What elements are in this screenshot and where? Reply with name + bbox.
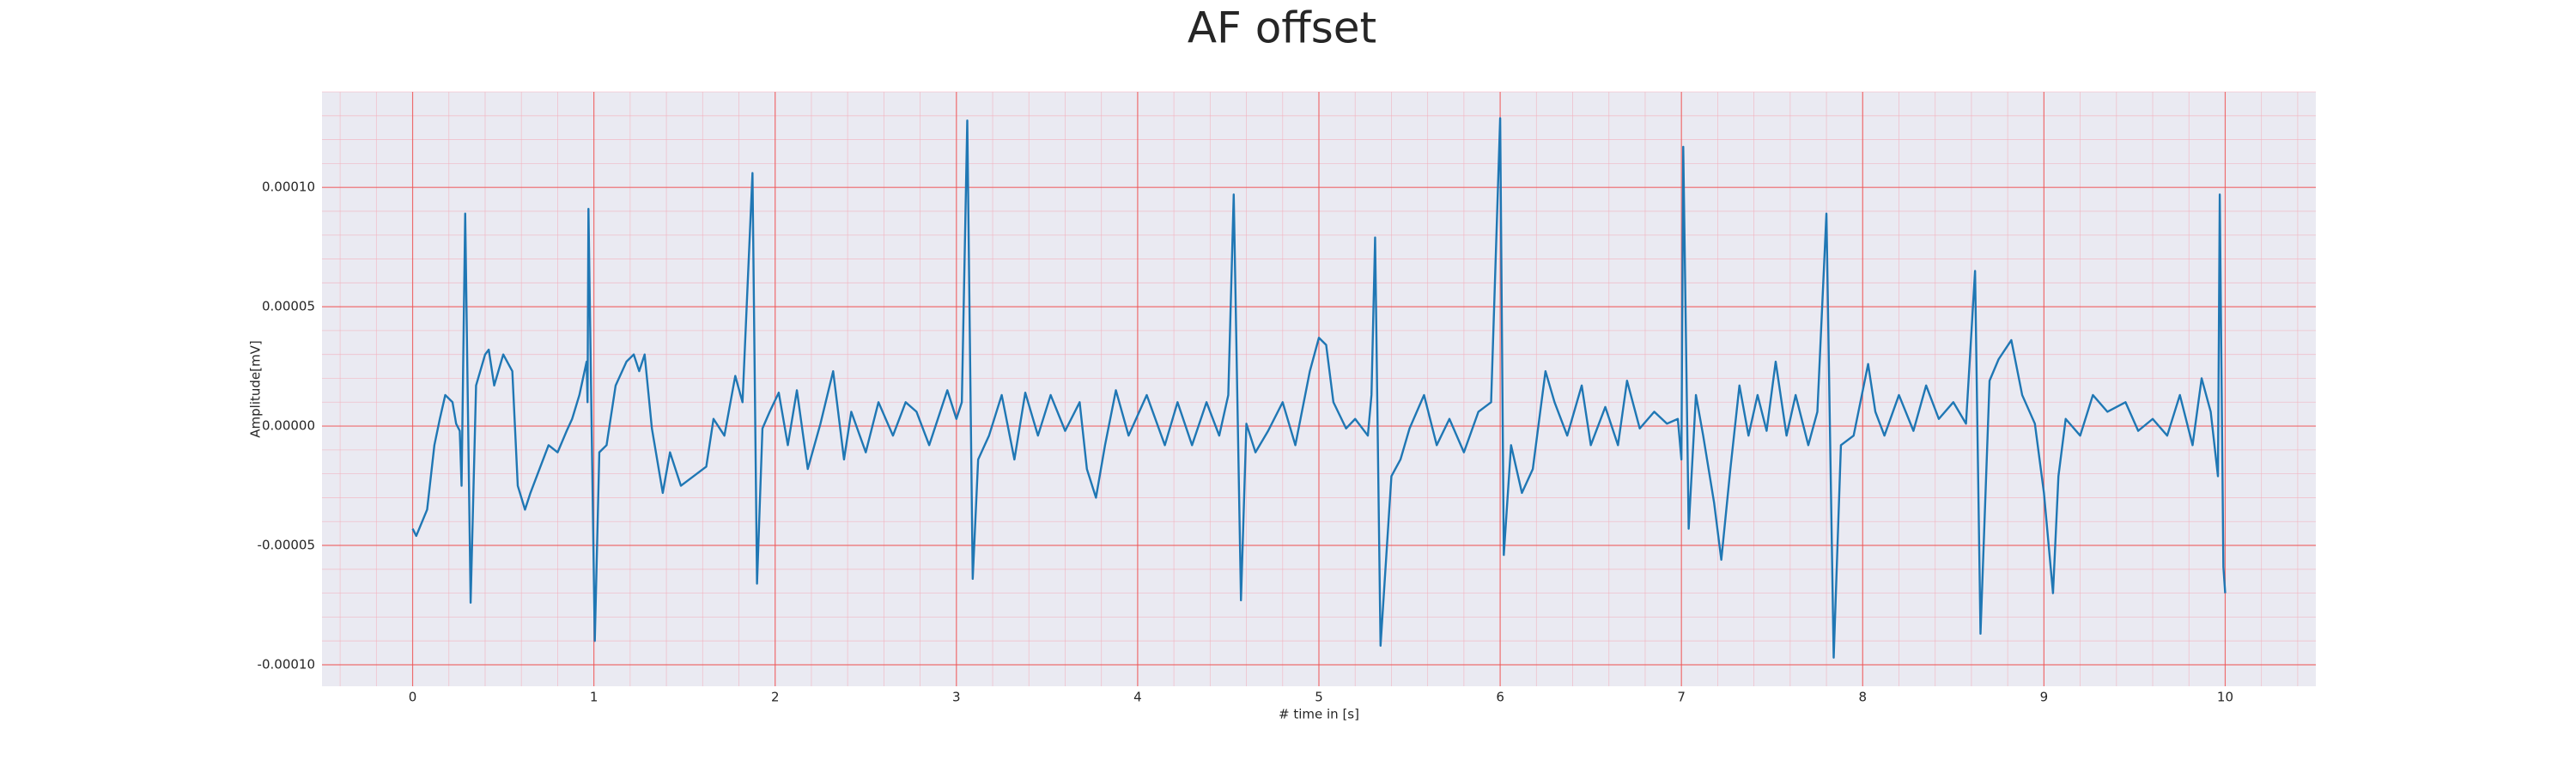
- x-tick-label: 4: [1133, 690, 1142, 705]
- grid: [322, 91, 2316, 686]
- y-tick-label: 0.00005: [262, 299, 315, 314]
- x-tick-label: 2: [771, 690, 780, 705]
- y-tick-label: -0.00005: [258, 538, 315, 553]
- y-tick-label: 0.00000: [262, 418, 315, 434]
- x-axis-label: # time in [s]: [1279, 707, 1359, 722]
- x-tick-label: 8: [1858, 690, 1867, 705]
- x-tick-label: 5: [1315, 690, 1323, 705]
- y-tick-label: 0.00010: [262, 180, 315, 195]
- x-tick-label: 0: [409, 690, 417, 705]
- y-tick-label: -0.00010: [258, 656, 315, 672]
- x-tick-label: 10: [2217, 690, 2233, 705]
- x-tick-label: 3: [952, 690, 961, 705]
- chart-title: AF offset: [1188, 3, 1376, 53]
- x-tick-label: 6: [1496, 690, 1504, 705]
- x-tick-label: 1: [590, 690, 598, 705]
- line-series: [411, 117, 2227, 659]
- x-tick-label: 7: [1677, 690, 1686, 705]
- y-axis-label: Amplitude[mV]: [248, 340, 264, 437]
- x-tick-label: 9: [2040, 690, 2049, 705]
